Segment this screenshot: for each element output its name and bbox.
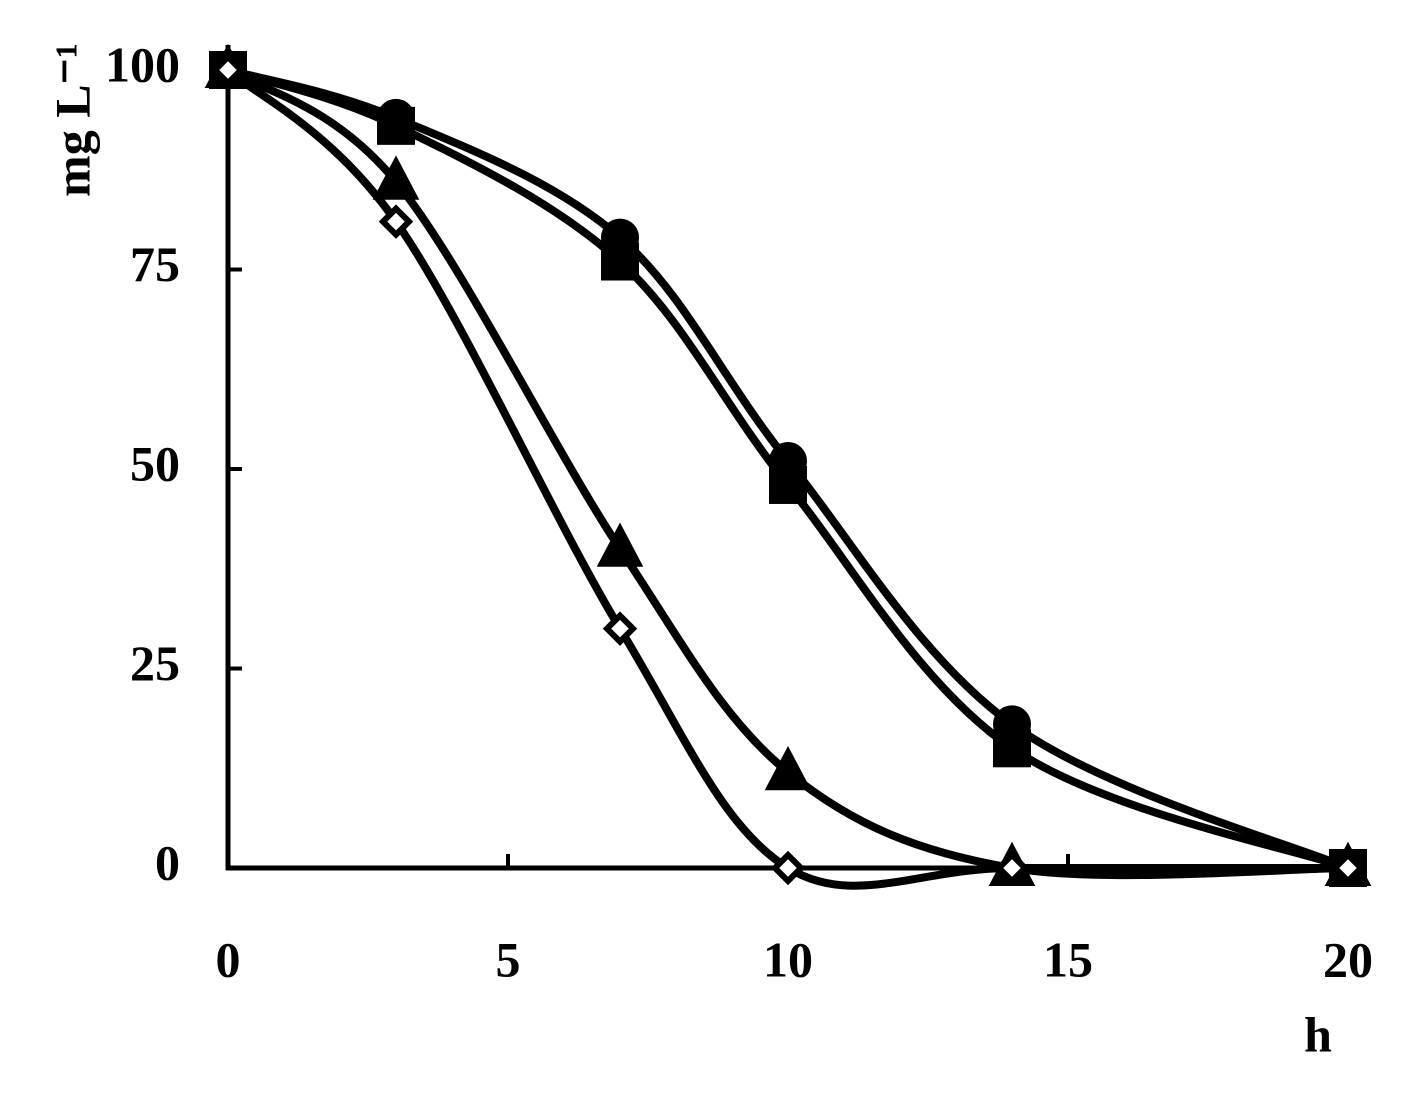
x-tick-label: 5 [496, 931, 521, 987]
x-tick-label: 10 [763, 931, 813, 987]
point [378, 204, 414, 239]
point [769, 465, 807, 504]
point [764, 745, 812, 791]
x-tick-label: 15 [1043, 931, 1093, 987]
point [596, 522, 644, 567]
point [372, 155, 420, 200]
point [1330, 850, 1366, 886]
point [601, 242, 639, 281]
point [210, 52, 246, 88]
y-tick-label: 0 [155, 834, 180, 890]
point [377, 106, 415, 145]
x-axis-label: h [1304, 1006, 1332, 1062]
x-tick-label: 20 [1323, 931, 1373, 987]
y-axis-label: mg L⁻¹ [44, 43, 100, 197]
point [602, 611, 638, 646]
y-tick-label: 25 [130, 635, 180, 691]
point [994, 850, 1030, 886]
point [770, 850, 806, 886]
x-tick-label: 0 [216, 931, 241, 987]
y-tick-label: 50 [130, 435, 180, 491]
point [993, 729, 1031, 768]
y-tick-label: 100 [105, 36, 180, 92]
y-tick-label: 75 [130, 236, 180, 292]
